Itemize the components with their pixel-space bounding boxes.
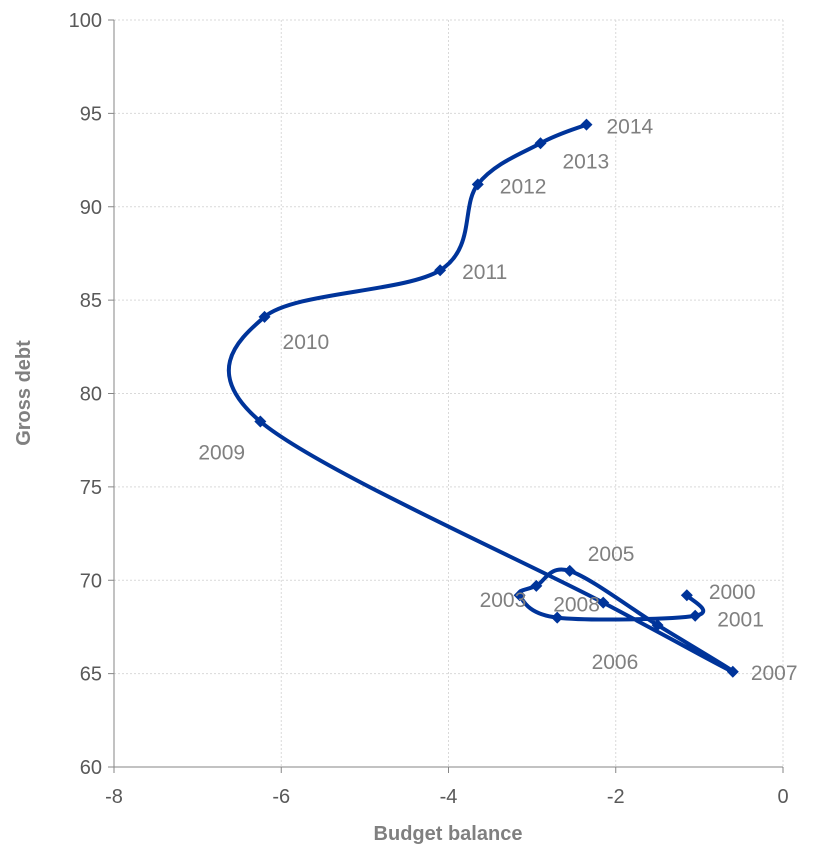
data-markers	[254, 118, 739, 678]
point-label-2003: 2003	[480, 589, 527, 612]
y-tick-label: 100	[69, 10, 102, 32]
x-tick-label: -6	[272, 786, 290, 808]
point-label-2007: 2007	[751, 662, 798, 685]
y-tick-label: 80	[80, 384, 102, 406]
data-point-marker-2005	[563, 564, 576, 577]
x-axis-title: Budget balance	[374, 823, 523, 845]
y-tick-label: 60	[80, 757, 102, 779]
x-tick-label: -2	[607, 786, 625, 808]
gridlines	[114, 19, 784, 767]
point-label-2010: 2010	[283, 331, 330, 354]
point-label-2009: 2009	[198, 442, 245, 465]
y-tick-label: 95	[80, 103, 102, 125]
point-label-2014: 2014	[606, 116, 653, 139]
y-axis-title: Gross debt	[13, 340, 35, 446]
point-labels: 2000 2001 2003 2005 2006 2007 2008 2009 2010 2011…	[198, 116, 797, 685]
data-point-marker-2003	[513, 589, 526, 602]
point-label-2006: 2006	[592, 651, 639, 674]
y-tick-label: 65	[80, 664, 102, 686]
point-label-2001: 2001	[717, 609, 764, 632]
data-point-marker-2014	[580, 118, 593, 131]
y-tick-label: 70	[80, 570, 102, 592]
data-point-marker-2010	[258, 310, 271, 323]
data-point-marker-2006	[651, 619, 664, 632]
data-point-marker-2007	[726, 665, 739, 678]
x-tick-label: 0	[777, 786, 788, 808]
y-tick-label: 90	[80, 197, 102, 219]
x-tick-label: -4	[440, 786, 458, 808]
y-tick-labels: 60 65 70 75 80 85 90 95 100	[69, 10, 114, 779]
point-label-2005: 2005	[588, 543, 635, 566]
x-tick-labels: -8 -6 -4 -2 0	[105, 767, 789, 808]
series-line	[226, 122, 736, 674]
y-tick-label: 75	[80, 477, 102, 499]
data-point-marker-2013	[534, 137, 547, 150]
x-tick-label: -8	[105, 786, 123, 808]
data-point-marker-2004	[530, 579, 543, 592]
data-point-marker-2002	[551, 611, 564, 624]
data-point-marker-2012	[471, 178, 484, 191]
y-tick-label: 85	[80, 290, 102, 312]
data-point-marker-2011	[434, 264, 447, 277]
point-label-2008: 2008	[553, 594, 600, 617]
data-point-marker-2009	[254, 415, 267, 428]
point-label-2011: 2011	[462, 261, 507, 284]
data-point-marker-2000	[680, 589, 693, 602]
point-label-2012: 2012	[500, 175, 547, 198]
data-point-marker-2001	[689, 609, 702, 622]
data-point-marker-2008	[597, 596, 610, 609]
point-label-2013: 2013	[562, 150, 609, 173]
point-label-2000: 2000	[709, 581, 756, 604]
